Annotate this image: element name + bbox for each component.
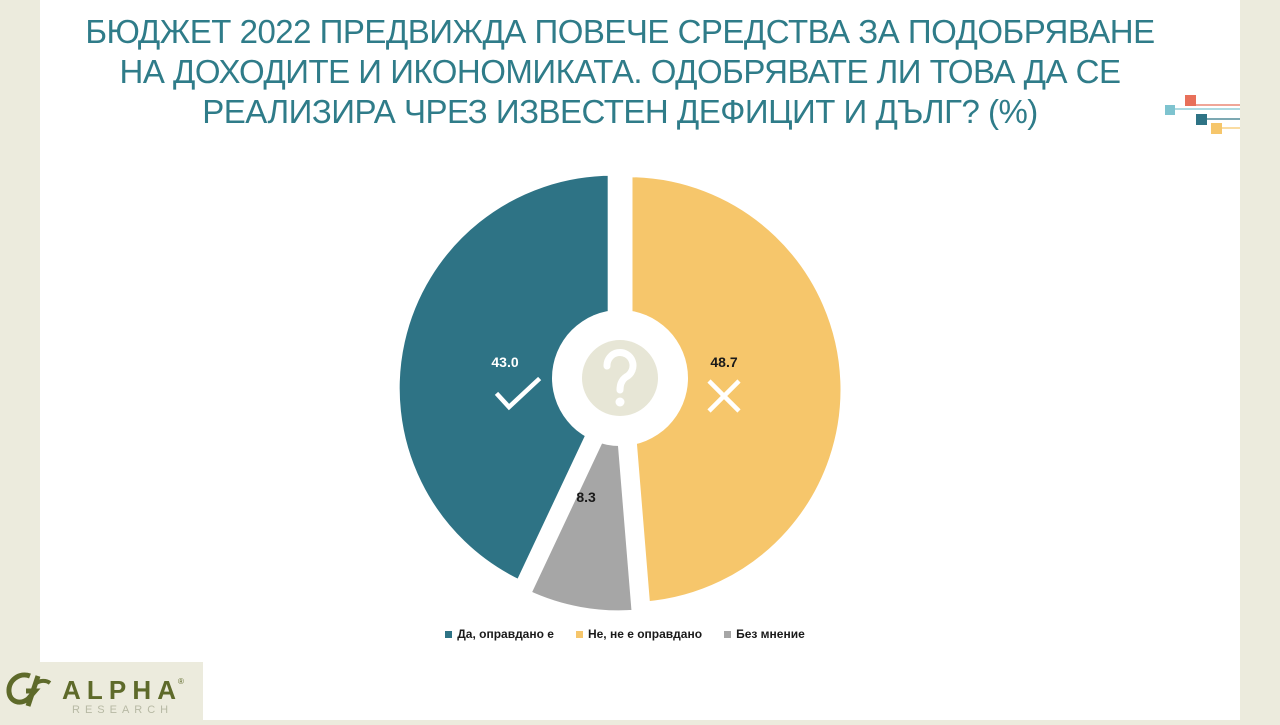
legend-item-yes: Да, оправдано е: [445, 627, 554, 641]
pie-slice-no-opinion: [521, 393, 641, 620]
alpha-research-logo: ALPHA ® RESEARCH: [0, 662, 203, 720]
pie-slices: [390, 166, 850, 620]
pie-slice-yes: [390, 166, 617, 590]
value-label-no: 48.7: [710, 354, 737, 370]
value-label-yes: 43.0: [491, 354, 518, 370]
title-line-2: НА ДОХОДИТЕ И ИКОНОМИКАТА. ОДОБРЯВАТЕ ЛИ…: [119, 53, 1121, 90]
check-icon: [494, 376, 542, 411]
chart-title: БЮДЖЕТ 2022 ПРЕДВИЖДА ПОВЕЧЕ СРЕДСТВА ЗА…: [0, 12, 1240, 132]
legend-swatch-no-opinion: [724, 630, 732, 638]
svg-text:RESEARCH: RESEARCH: [72, 704, 173, 716]
legend-label-no: Не, не е оправдано: [587, 627, 703, 641]
pie-value-labels: 43.0 48.7 8.3: [491, 354, 737, 505]
title-line-3: РЕАЛИЗИРА ЧРЕЗ ИЗВЕСТЕН ДЕФИЦИТ И ДЪЛГ? …: [202, 93, 1038, 130]
chart-legend: Да, оправдано е Не, не е оправдано Без м…: [0, 627, 1250, 641]
decorative-squares-icon: [1165, 95, 1240, 134]
pie-slice-no: [623, 168, 850, 611]
legend-item-no-opinion: Без мнение: [724, 627, 805, 641]
legend-label-no-opinion: Без мнение: [736, 627, 805, 641]
legend-item-no: Не, не е оправдано: [575, 627, 703, 641]
title-line-1: БЮДЖЕТ 2022 ПРЕДВИЖДА ПОВЕЧЕ СРЕДСТВА ЗА…: [85, 13, 1155, 50]
svg-text:ALPHA: ALPHA: [62, 675, 176, 705]
value-label-no-opinion: 8.3: [576, 489, 596, 505]
legend-swatch-no: [575, 630, 583, 638]
alpha-research-logo-image: ALPHA ® RESEARCH: [6, 672, 184, 716]
legend-swatch-yes: [445, 630, 453, 638]
svg-text:®: ®: [178, 677, 184, 686]
cross-icon: [707, 379, 741, 413]
question-icon: [582, 340, 658, 416]
legend-label-yes: Да, оправдано е: [457, 627, 554, 641]
